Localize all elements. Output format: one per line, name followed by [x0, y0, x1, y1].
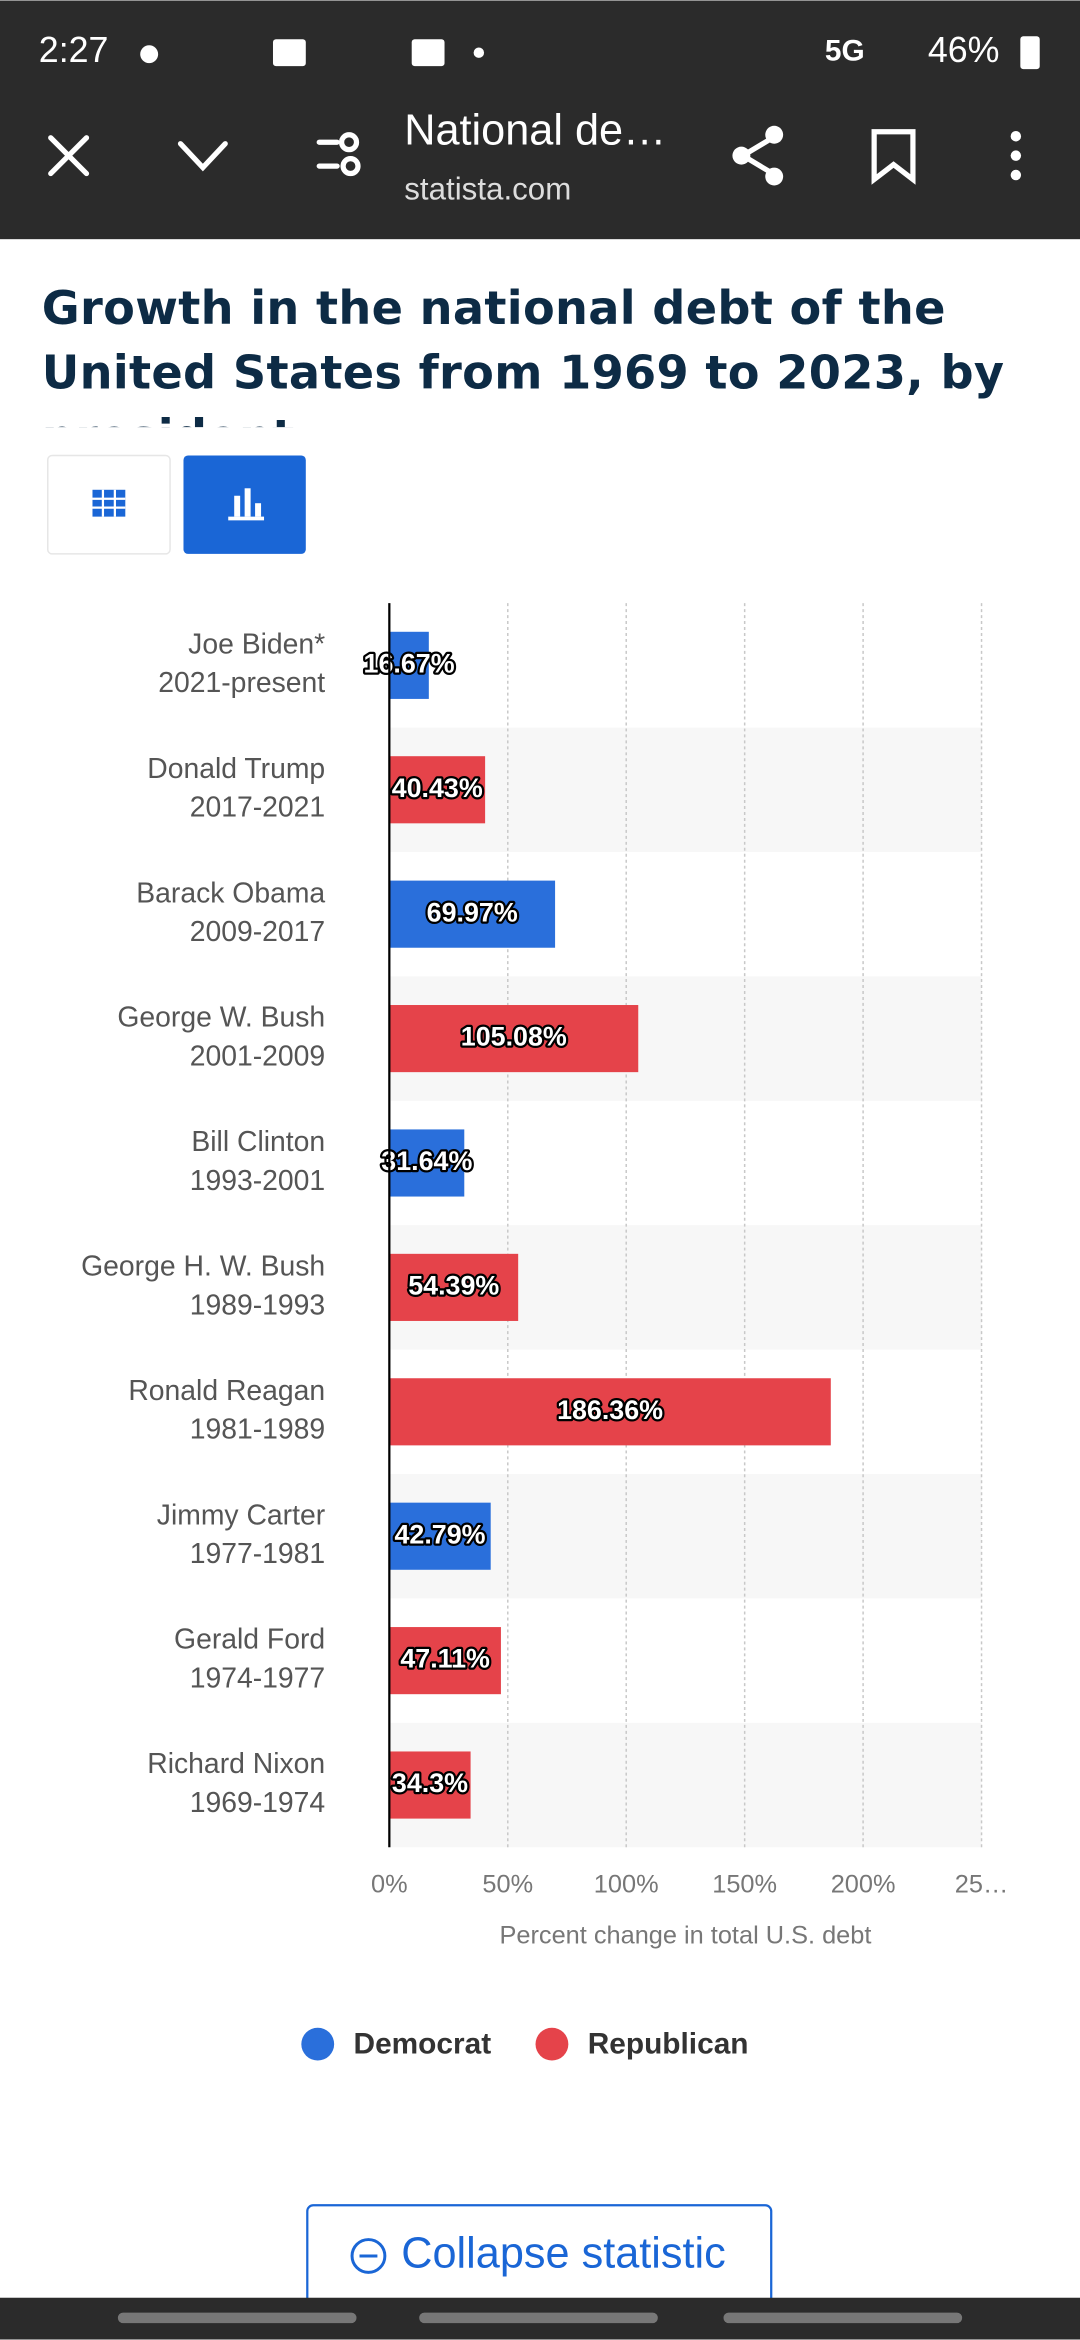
battery: 46% [928, 30, 1000, 70]
row-band [389, 727, 982, 852]
x-tick-label: 200% [831, 1871, 896, 1899]
category-label: Donald Trump [147, 753, 325, 785]
category-period: 1977-1981 [190, 1538, 325, 1570]
row-band [389, 1722, 982, 1848]
category-label: George W. Bush [117, 1002, 325, 1034]
bar [389, 1751, 471, 1819]
x-tick-label: 0% [371, 1871, 408, 1899]
value-label: 16.67% [364, 648, 455, 678]
status-icon [140, 45, 159, 64]
bar [389, 1005, 639, 1073]
value-label: 40.43% [392, 773, 483, 803]
collapse-label: Collapse statistic [401, 2229, 726, 2277]
legend-swatch[interactable] [301, 2027, 335, 2061]
x-tick-label: 150% [712, 1871, 777, 1899]
value-label: 69.97% [427, 897, 518, 927]
x-tick-label: 100% [594, 1871, 659, 1899]
category-period: 1981-1989 [190, 1414, 325, 1446]
table-icon [92, 489, 126, 517]
bar [389, 1502, 491, 1570]
status-icon [272, 39, 306, 67]
category-period: 1974-1977 [190, 1663, 325, 1695]
chart-title-box: Growth in the national debt of the Unite… [41, 282, 1005, 427]
category-label: Ronald Reagan [128, 1375, 325, 1407]
bookmark-icon[interactable] [871, 129, 916, 185]
category-label: George H. W. Bush [81, 1250, 325, 1282]
page-domain: statista.com [404, 172, 571, 207]
category-label: Jimmy Carter [157, 1499, 325, 1531]
collapse-icon[interactable] [177, 141, 228, 172]
value-label: 105.08% [461, 1022, 567, 1052]
category-period: 2001-2009 [190, 1040, 325, 1072]
status-icon [411, 39, 445, 67]
value-label: 47.11% [400, 1644, 490, 1674]
chart-title: Growth in the national debt of the Unite… [41, 282, 1005, 427]
category-label: Bill Clinton [191, 1126, 325, 1158]
bar [389, 1627, 501, 1695]
x-tick-label: 50% [482, 1871, 533, 1899]
category-period: 1989-1993 [190, 1289, 325, 1321]
table-icon-grid [92, 489, 126, 517]
menu-icon[interactable] [1010, 169, 1022, 181]
collapse-icon [350, 2238, 387, 2274]
bar [389, 756, 486, 824]
legend-swatch[interactable] [535, 2027, 569, 2061]
battery-icon [1020, 36, 1040, 70]
category-period: 1993-2001 [190, 1165, 325, 1197]
nav-pill[interactable] [723, 2312, 963, 2324]
network: 5G [825, 35, 865, 68]
category-period: 2009-2017 [190, 916, 325, 948]
clock: 2:27 [39, 30, 109, 70]
nav-pill[interactable] [117, 2312, 357, 2324]
bar [389, 1129, 465, 1197]
category-label: Gerald Ford [174, 1624, 325, 1656]
status-icon [473, 47, 485, 58]
share-icon [765, 167, 784, 186]
category-period: 1969-1974 [190, 1787, 325, 1819]
value-label: 186.36% [557, 1395, 663, 1425]
close-icon[interactable] [48, 135, 90, 177]
settings-icon[interactable] [340, 156, 361, 177]
legend-label[interactable]: Republican [588, 2028, 749, 2061]
bar [389, 1253, 519, 1321]
page-title: National de… [404, 107, 666, 155]
nav-pill[interactable] [419, 2312, 658, 2324]
settings-icon[interactable] [316, 139, 340, 169]
bar [389, 631, 429, 699]
value-label: 34.3% [392, 1768, 468, 1798]
x-tick-label: 25… [955, 1871, 1009, 1899]
category-label: Joe Biden* [188, 628, 325, 660]
share-icon [732, 146, 751, 165]
x-axis-title: Percent change in total U.S. debt [499, 1921, 871, 1949]
legend-label[interactable]: Democrat [354, 2028, 492, 2061]
value-label: 54.39% [408, 1270, 499, 1300]
top-bar [0, 0, 1080, 240]
bar [389, 1378, 831, 1446]
category-period: 2017-2021 [190, 792, 325, 824]
category-label: Richard Nixon [147, 1748, 325, 1780]
bar [389, 880, 556, 948]
menu-icon[interactable] [1010, 131, 1022, 142]
share-icon [765, 125, 784, 144]
value-label: 31.64% [381, 1146, 472, 1176]
value-label: 42.79% [394, 1519, 485, 1549]
category-label: Barack Obama [136, 877, 325, 909]
settings-icon[interactable] [338, 132, 360, 153]
chart-icon [228, 488, 265, 521]
category-period: 2021-present [158, 667, 325, 699]
menu-icon[interactable] [1010, 150, 1022, 161]
